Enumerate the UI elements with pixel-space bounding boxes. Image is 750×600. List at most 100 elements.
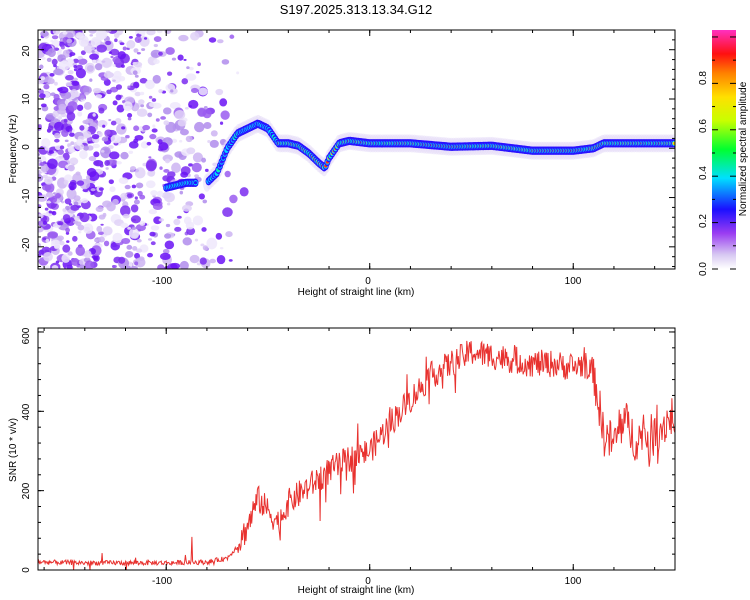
noise-blob bbox=[138, 126, 144, 132]
noise-blob bbox=[66, 38, 73, 44]
spectrogram-ticks bbox=[38, 29, 675, 269]
noise-blob bbox=[222, 207, 233, 218]
noise-blob bbox=[63, 179, 69, 185]
noise-blob bbox=[61, 253, 71, 263]
noise-blob bbox=[157, 264, 165, 269]
noise-blob bbox=[115, 84, 123, 90]
noise-blob bbox=[191, 162, 202, 173]
noise-blob bbox=[166, 202, 171, 206]
noise-blob bbox=[171, 57, 177, 61]
noise-blob bbox=[148, 102, 157, 108]
noise-blob bbox=[134, 196, 138, 200]
noise-blob bbox=[188, 163, 193, 167]
noise-blob bbox=[136, 248, 143, 253]
noise-blob bbox=[80, 198, 89, 204]
noise-blob bbox=[146, 141, 152, 146]
noise-blob bbox=[140, 104, 145, 108]
noise-blob bbox=[162, 248, 170, 254]
noise-blob bbox=[192, 215, 204, 226]
spectrogram-ytick-label: -10 bbox=[21, 188, 32, 203]
noise-blob bbox=[167, 71, 173, 76]
noise-blob bbox=[53, 243, 61, 249]
snr-ytick-label: 400 bbox=[21, 403, 32, 420]
noise-blob bbox=[59, 240, 65, 246]
noise-blob bbox=[113, 70, 122, 79]
noise-blob bbox=[76, 104, 84, 111]
noise-blob bbox=[85, 175, 91, 180]
noise-blob bbox=[109, 151, 120, 160]
noise-blob bbox=[53, 93, 60, 101]
noise-blob bbox=[53, 68, 64, 76]
noise-blob bbox=[42, 44, 47, 49]
noise-blob bbox=[47, 231, 58, 238]
noise-blob bbox=[98, 214, 106, 220]
noise-blob bbox=[134, 74, 139, 78]
noise-blob bbox=[92, 87, 102, 94]
noise-blob bbox=[38, 195, 48, 202]
noise-blob bbox=[133, 125, 140, 132]
noise-blob bbox=[39, 64, 44, 70]
noise-blob bbox=[98, 231, 104, 236]
colorbar: 0.0 0.2 0.4 0.6 0.8 Normalized spectral … bbox=[698, 30, 749, 276]
noise-blob bbox=[67, 145, 75, 154]
noise-blob bbox=[108, 119, 112, 122]
noise-blob bbox=[132, 246, 138, 251]
noise-blob bbox=[112, 63, 116, 67]
noise-blob bbox=[159, 166, 163, 170]
noise-blob bbox=[102, 124, 106, 128]
noise-blob bbox=[153, 44, 159, 48]
noise-blob bbox=[57, 108, 67, 115]
noise-blob bbox=[109, 186, 116, 193]
noise-blob bbox=[127, 117, 132, 121]
noise-blob bbox=[150, 241, 156, 246]
noise-blob bbox=[44, 147, 50, 151]
noise-blob bbox=[216, 255, 226, 265]
noise-blob bbox=[150, 225, 160, 231]
noise-blob bbox=[40, 30, 49, 37]
noise-blob bbox=[58, 86, 69, 94]
noise-blob bbox=[47, 158, 58, 170]
noise-blob bbox=[58, 60, 70, 71]
noise-blob bbox=[51, 240, 56, 244]
colorbar-tick-label: 0.2 bbox=[698, 214, 709, 228]
noise-blob bbox=[62, 31, 68, 35]
noise-blob bbox=[139, 91, 145, 96]
noise-blob bbox=[79, 212, 90, 223]
noise-blob bbox=[49, 72, 55, 77]
noise-blob bbox=[69, 157, 79, 166]
noise-blob bbox=[42, 184, 52, 191]
noise-blob bbox=[109, 86, 119, 93]
noise-blob bbox=[207, 140, 211, 143]
noise-blob bbox=[89, 53, 99, 60]
noise-blob bbox=[190, 87, 199, 94]
noise-blob bbox=[195, 71, 200, 74]
noise-blob bbox=[219, 121, 224, 125]
colorbar-tick-label: 0.8 bbox=[698, 71, 709, 85]
noise-blob bbox=[64, 30, 76, 39]
noise-blob bbox=[165, 47, 175, 55]
noise-blob bbox=[89, 34, 94, 37]
noise-blob bbox=[90, 188, 96, 192]
noise-blob bbox=[48, 150, 55, 154]
noise-blob bbox=[52, 30, 61, 35]
noise-blob bbox=[224, 170, 231, 178]
noise-blob bbox=[190, 32, 200, 41]
noise-blob bbox=[70, 204, 80, 211]
noise-blob bbox=[88, 171, 100, 182]
noise-blob bbox=[72, 235, 78, 242]
noise-blob bbox=[65, 205, 70, 211]
noise-blob bbox=[96, 44, 107, 53]
noise-blob bbox=[165, 223, 171, 228]
noise-blob bbox=[66, 264, 73, 269]
noise-blob bbox=[80, 50, 86, 56]
noise-blob bbox=[236, 71, 240, 75]
noise-blob bbox=[110, 134, 122, 144]
noise-blob bbox=[125, 135, 130, 139]
noise-blob bbox=[127, 85, 131, 89]
noise-blob bbox=[239, 187, 249, 197]
noise-blob bbox=[134, 91, 141, 97]
noise-blob bbox=[158, 218, 165, 222]
noise-blob bbox=[116, 161, 122, 165]
noise-blob bbox=[197, 62, 201, 67]
noise-blob bbox=[186, 147, 196, 155]
